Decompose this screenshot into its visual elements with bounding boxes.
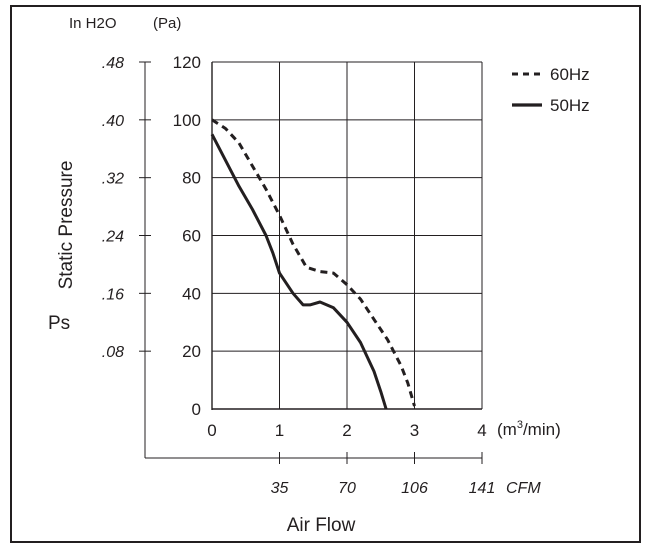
- x-secondary-tick-label-2: 106: [401, 480, 428, 497]
- y-secondary-unit-label: In H2O: [69, 15, 117, 32]
- y-secondary-tick-label-3: .32: [102, 171, 124, 188]
- x-tick-label-2: 2: [342, 421, 351, 440]
- y-tick-label-6: 120: [173, 53, 201, 72]
- y-secondary-tick-label-0: .08: [102, 344, 124, 361]
- x-secondary-tick-label-0: 35: [271, 480, 289, 497]
- legend-label-50hz: 50Hz: [550, 96, 590, 115]
- legend: 60Hz 50Hz: [512, 65, 590, 115]
- series-line-60hz: [211, 118, 416, 407]
- legend-label-60hz: 60Hz: [550, 65, 590, 84]
- y-tick-label-5: 100: [173, 111, 201, 130]
- x-unit-label: (m3/min): [497, 419, 561, 439]
- x-axis-title: Air Flow: [287, 515, 356, 536]
- x-tick-label-3: 3: [410, 421, 419, 440]
- series-line-50hz: [210, 133, 388, 410]
- y-unit-label: (Pa): [153, 15, 181, 32]
- y-secondary-tick-label-4: .40: [102, 113, 124, 130]
- x-secondary-unit-label: CFM: [506, 480, 541, 497]
- y-axis-symbol: Ps: [48, 313, 70, 334]
- x-unit-sup: 3: [517, 419, 523, 431]
- y-tick-label-1: 20: [182, 342, 201, 361]
- y-secondary-tick-label-2: .24: [102, 229, 124, 246]
- x-tick-label-0: 0: [207, 421, 216, 440]
- grid: [212, 61, 483, 409]
- series-lines: [210, 118, 416, 410]
- y-secondary-tick-label-5: .48: [102, 55, 124, 72]
- y-tick-label-2: 40: [182, 284, 201, 303]
- y-tick-label-0: 0: [192, 400, 201, 419]
- y-tick-label-4: 80: [182, 169, 201, 188]
- x-unit-open: (m: [497, 420, 517, 439]
- x-tick-label-1: 1: [275, 421, 284, 440]
- chart-frame: .08.16.24.32.40.48 35 70 106 141 0 20 40 60 80 100…: [10, 5, 641, 543]
- x-secondary-tick-label-3: 141: [469, 480, 496, 497]
- y-axis-title: Static Pressure: [56, 161, 77, 290]
- x-secondary-tick-label-1: 70: [338, 480, 356, 497]
- y-secondary-tick-label-1: .16: [102, 286, 124, 303]
- x-tick-label-4: 4: [477, 421, 486, 440]
- x-unit-close: /min): [523, 420, 561, 439]
- y-tick-label-3: 60: [182, 227, 201, 246]
